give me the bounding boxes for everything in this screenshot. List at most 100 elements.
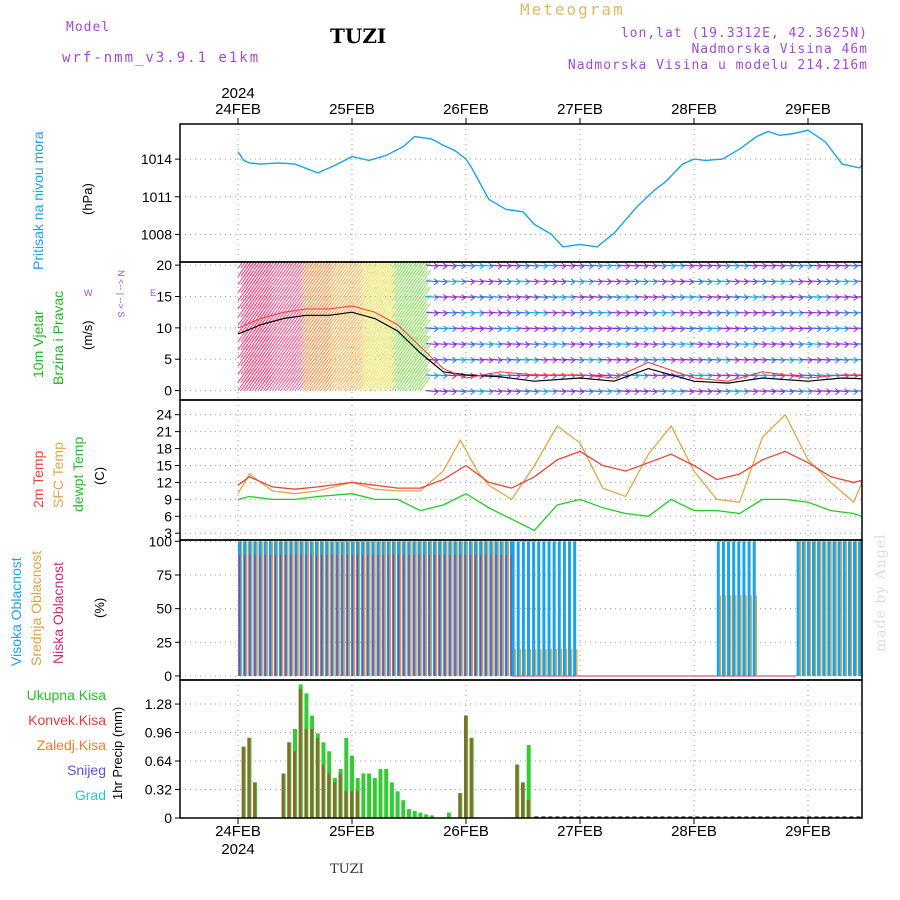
- wind-arrow: [727, 280, 740, 283]
- wind-arrow: [663, 295, 676, 299]
- cloud-mid-bar: [358, 541, 361, 676]
- wind-arrow: [562, 358, 575, 361]
- wind-barb: [291, 262, 298, 269]
- wind-arrow: [544, 342, 557, 346]
- wind-arrow: [690, 327, 703, 330]
- wind-arrow: [644, 311, 658, 314]
- cloud-low-bar: [418, 554, 420, 676]
- cloud-high-bar: [568, 541, 572, 676]
- cloud-high-bar: [521, 541, 525, 676]
- wind-arrow: [809, 327, 822, 330]
- wind-arrow: [827, 389, 840, 393]
- wind-barb: [385, 262, 392, 269]
- wind-barb: [417, 286, 428, 302]
- wind-arrow: [882, 265, 894, 266]
- cloud-mid-bar: [830, 541, 832, 676]
- wind-arrow: [772, 295, 785, 299]
- wind-barb: [286, 262, 292, 269]
- cloud-low-bar: [362, 554, 364, 676]
- y-tick-label: 25: [156, 634, 172, 650]
- wind-arrow: [581, 264, 594, 267]
- wind-arrow: [562, 327, 575, 330]
- y-tick-label: 1011: [142, 189, 172, 205]
- wind-barb: [397, 262, 403, 269]
- wind-arrow: [873, 281, 885, 282]
- cloud-low-bar: [326, 554, 328, 676]
- wind-arrow: [882, 344, 894, 345]
- wind-arrow: [864, 312, 876, 313]
- cloud-mid-bar: [256, 541, 258, 676]
- wind-arrow: [599, 311, 612, 314]
- wind-arrow-head: [872, 357, 876, 363]
- wind-arrow-head: [890, 389, 894, 395]
- wind-arrow: [462, 327, 475, 330]
- wind-arrow: [717, 295, 730, 299]
- cloud-mid-bar: [410, 541, 412, 676]
- cloud-high-bar: [573, 541, 577, 676]
- wind-arrow: [663, 311, 676, 314]
- wind-arrow: [699, 389, 712, 393]
- wind-arrow-head: [863, 310, 867, 316]
- wind-arrow: [854, 358, 862, 361]
- precip-conv-bar: [253, 782, 257, 818]
- cloud-low-bar: [341, 554, 343, 676]
- wind-arrow: [672, 358, 685, 361]
- bottom-date-label: 25FEB: [329, 823, 375, 840]
- wind-arrow: [745, 389, 758, 393]
- wind-arrow: [517, 358, 530, 361]
- wind-arrow: [499, 374, 512, 377]
- wind-arrow: [562, 280, 575, 283]
- cloud-high-bar: [727, 541, 731, 676]
- wind-arrow: [727, 295, 740, 299]
- y-tick-label: 75: [156, 567, 172, 583]
- cloud-high-bar: [806, 541, 810, 676]
- wind-arrow: [882, 312, 894, 313]
- cloud-low-bar: [469, 554, 471, 676]
- wind-arrow-head: [872, 279, 876, 285]
- wind-arrow: [508, 327, 521, 330]
- cloud-low-bar: [254, 554, 256, 676]
- cloud-low-bar: [449, 554, 451, 676]
- wind-arrow-head: [881, 373, 885, 379]
- wind-speed-line: [237, 311, 862, 384]
- wind-arrow: [453, 264, 466, 267]
- wind-arrow-head: [863, 279, 867, 285]
- cloud-mid-bar: [887, 541, 888, 676]
- wind-arrow: [882, 328, 894, 329]
- cloud-low-bar: [459, 554, 461, 676]
- sfc-temp-line: [237, 413, 862, 504]
- wind-arrow: [462, 342, 475, 346]
- cloud-high-bar: [827, 541, 831, 676]
- cloud-mid-bar: [297, 541, 299, 676]
- precip-conv-bar: [521, 782, 524, 818]
- wind-arrow: [763, 342, 776, 346]
- wind-arrow: [426, 389, 439, 393]
- wind-arrow: [708, 389, 721, 393]
- wind-arrow: [763, 295, 776, 299]
- wind-arrow: [617, 280, 630, 283]
- wind-arrow: [672, 311, 685, 314]
- panel-frame: [179, 123, 863, 263]
- wind-arrow: [827, 327, 840, 330]
- cloud-mid-bar: [482, 541, 484, 676]
- wind-arrow: [836, 342, 849, 346]
- wind-arrow: [562, 311, 575, 314]
- cloud-mid-bar: [333, 541, 335, 676]
- wind-arrow: [882, 297, 894, 298]
- wind-arrow: [809, 295, 822, 299]
- wind-arrow: [462, 389, 475, 393]
- cloud-mid-bar: [814, 541, 817, 676]
- wind-arrow: [654, 327, 667, 330]
- cloud-mid-bar: [328, 541, 330, 676]
- wind-arrow-head: [881, 279, 885, 285]
- precip-conv-bar: [338, 773, 342, 818]
- wind-arrow: [453, 311, 466, 314]
- wind-arrow: [444, 295, 457, 299]
- wind-arrow: [836, 295, 849, 299]
- wind-arrow: [654, 280, 667, 283]
- wind-arrow: [781, 295, 794, 299]
- wind-arrow: [499, 264, 512, 267]
- legend-snow: Snijeg: [67, 762, 106, 778]
- wind-barb: [300, 262, 306, 269]
- wind-arrow: [663, 342, 676, 346]
